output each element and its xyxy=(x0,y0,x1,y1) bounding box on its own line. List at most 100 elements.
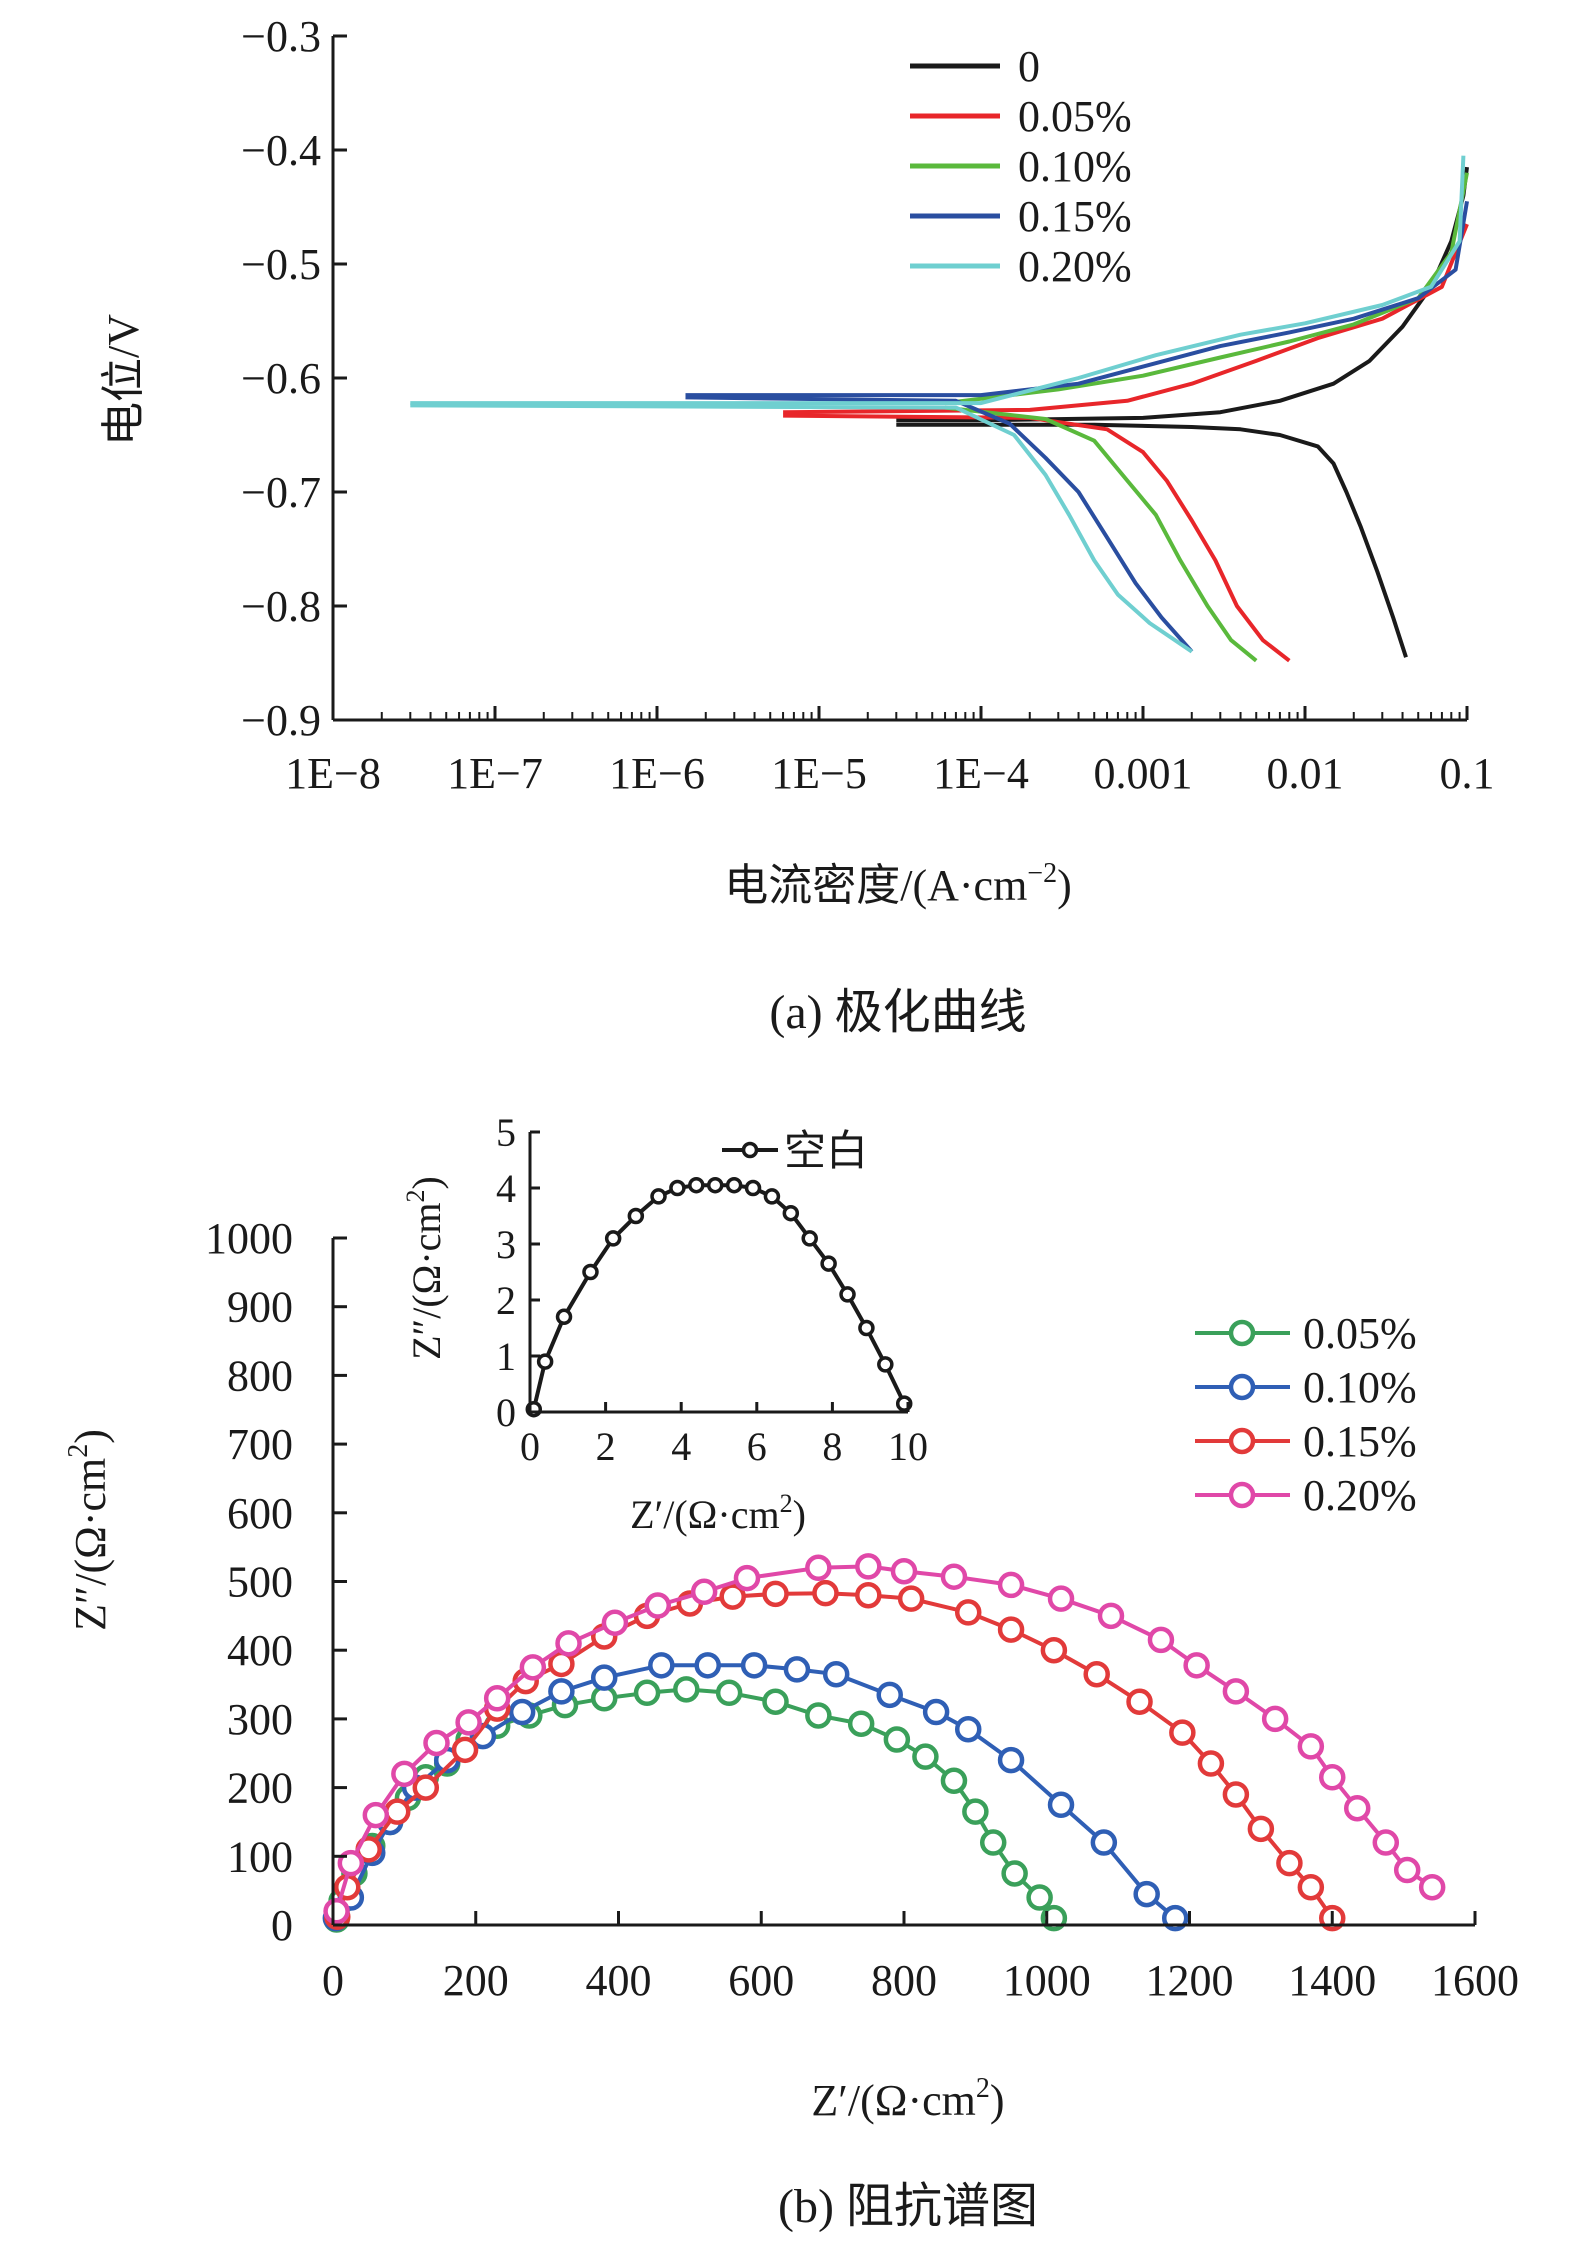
impedance-data-point xyxy=(847,1710,875,1737)
impedance-data-point xyxy=(997,1571,1025,1599)
polarization-xlabel: 电流密度/(A·cm−2) xyxy=(724,858,1072,910)
impedance-data-point xyxy=(1197,1750,1225,1777)
impedance-data-point xyxy=(733,1564,761,1592)
polarization-curve-cathodic xyxy=(685,395,1194,653)
inset-curves xyxy=(525,1176,913,1418)
impedance-data-point xyxy=(1090,1829,1118,1856)
polarization-legend-label: 0.10% xyxy=(1018,142,1132,191)
impedance-x-tick-label: 1600 xyxy=(1431,1956,1519,2005)
impedance-curve xyxy=(335,1591,1334,1920)
polarization-x-tick-label: 1E−6 xyxy=(609,749,705,798)
inset-y-tick-label: 2 xyxy=(496,1278,516,1323)
impedance-caption: (b) 阻抗谱图 xyxy=(778,2180,1038,2233)
impedance-y-tick-label: 500 xyxy=(227,1558,293,1607)
impedance-data-point xyxy=(997,1746,1025,1774)
impedance-data-point xyxy=(455,1709,482,1736)
polarization-y-tick-label: −0.7 xyxy=(241,468,321,517)
impedance-data-point xyxy=(590,1664,618,1691)
polarization-legend-label: 0.05% xyxy=(1018,92,1132,141)
impedance-y-tick-label: 200 xyxy=(227,1764,293,1813)
impedance-legend: 0.05% 0.10% 0.15% 0.20% xyxy=(1195,1309,1417,1520)
inset-xlabel: Z′/(Ω·cm2) xyxy=(630,1489,806,1537)
impedance-x-tick-label: 200 xyxy=(443,1956,509,2005)
impedance-x-tick-label: 400 xyxy=(586,1956,652,2005)
impedance-legend-marker xyxy=(1228,1373,1256,1401)
polarization-y-tick-label: −0.8 xyxy=(241,582,321,631)
impedance-data-point xyxy=(783,1656,811,1683)
impedance-data-point xyxy=(1026,1884,1053,1911)
polarization-y-tick-label: −0.4 xyxy=(241,126,321,175)
inset-x-tick-label: 6 xyxy=(747,1424,767,1469)
impedance-data-point xyxy=(954,1599,982,1626)
impedance-data-point xyxy=(1047,1791,1075,1819)
inset-data-point xyxy=(858,1319,875,1337)
inset-x-tick-label: 8 xyxy=(822,1424,842,1469)
impedance-curves xyxy=(322,1553,1446,1933)
polarization-y-tick-label: −0.6 xyxy=(241,354,321,403)
impedance-y-tick-label: 100 xyxy=(227,1832,293,1881)
inset-data-point xyxy=(744,1179,762,1197)
polarization-x-tick-label: 1E−5 xyxy=(771,749,867,798)
impedance-data-point xyxy=(1047,1585,1075,1612)
impedance-data-point xyxy=(694,1652,721,1679)
polarization-x-tick-label: 1E−7 xyxy=(447,749,543,798)
inset-data-point xyxy=(801,1230,818,1247)
impedance-data-point xyxy=(890,1557,918,1585)
inset-data-point xyxy=(669,1179,686,1197)
polarization-x-tick-label: 0.1 xyxy=(1440,749,1495,798)
impedance-data-point xyxy=(883,1726,911,1753)
inset-data-point xyxy=(706,1176,724,1194)
inset-data-point xyxy=(650,1188,667,1205)
impedance-data-point xyxy=(1001,1860,1028,1887)
polarization-y-tick-label: −0.9 xyxy=(241,696,321,745)
impedance-data-point xyxy=(633,1679,661,1707)
polarization-curves xyxy=(410,155,1469,663)
impedance-legend-label: 0.05% xyxy=(1303,1309,1417,1358)
inset-data-point xyxy=(725,1176,743,1194)
impedance-x-tick-label: 600 xyxy=(728,1956,794,2005)
impedance-data-point xyxy=(1297,1733,1325,1760)
polarization-y-tick-label: −0.3 xyxy=(241,12,321,61)
impedance-data-point xyxy=(1297,1873,1325,1901)
impedance-data-point xyxy=(997,1616,1025,1643)
impedance-ylabel: Z″/(Ω·cm2) xyxy=(63,1429,115,1631)
inset-data-point xyxy=(782,1204,800,1222)
impedance-data-point xyxy=(1276,1849,1303,1877)
polarization-curve-cathodic xyxy=(896,422,1408,658)
impedance-data-point xyxy=(323,1898,350,1925)
inset-x-tick-label: 2 xyxy=(596,1424,616,1469)
polarization-curve-anodic xyxy=(896,166,1469,423)
impedance-x-tick-label: 0 xyxy=(322,1956,344,2005)
impedance-x-tick-label: 1000 xyxy=(1003,1956,1091,2005)
polarization-axes: −0.9 −0.8 −0.7 −0.6 −0.5 −0.4 −0.3 1E−8 1E−7 1E−6… xyxy=(241,12,1494,798)
impedance-data-point xyxy=(940,1563,968,1590)
impedance-data-point xyxy=(1222,1678,1250,1705)
impedance-data-point xyxy=(1372,1829,1400,1856)
polarization-x-tick-label: 0.01 xyxy=(1267,749,1344,798)
impedance-y-tick-label: 1000 xyxy=(205,1214,293,1263)
inset-x-tick-label: 10 xyxy=(888,1424,928,1469)
polarization-caption: (a) 极化曲线 xyxy=(769,986,1026,1039)
impedance-data-point xyxy=(601,1609,629,1636)
inset-x-tick-label: 0 xyxy=(520,1424,540,1469)
impedance-data-point xyxy=(1083,1660,1110,1688)
impedance-data-point xyxy=(1319,1764,1346,1791)
impedance-data-point xyxy=(451,1736,479,1764)
impedance-data-point xyxy=(876,1681,903,1709)
impedance-legend-label: 0.20% xyxy=(1303,1471,1417,1520)
impedance-data-point xyxy=(1393,1856,1421,1884)
impedance-data-point xyxy=(762,1580,789,1608)
impedance-curve xyxy=(334,1663,1177,1920)
impedance-data-point xyxy=(1343,1794,1371,1822)
impedance-data-point xyxy=(922,1698,950,1726)
impedance-data-point xyxy=(673,1676,700,1703)
polarization-curve-cathodic xyxy=(783,413,1291,663)
impedance-data-point xyxy=(690,1578,718,1606)
impedance-data-point xyxy=(719,1583,746,1610)
impedance-legend-label: 0.15% xyxy=(1303,1417,1417,1466)
polarization-curve-cathodic xyxy=(944,405,1258,663)
impedance-data-point xyxy=(954,1715,982,1743)
impedance-xlabel: Z′/(Ω·cm2) xyxy=(811,2073,1004,2125)
